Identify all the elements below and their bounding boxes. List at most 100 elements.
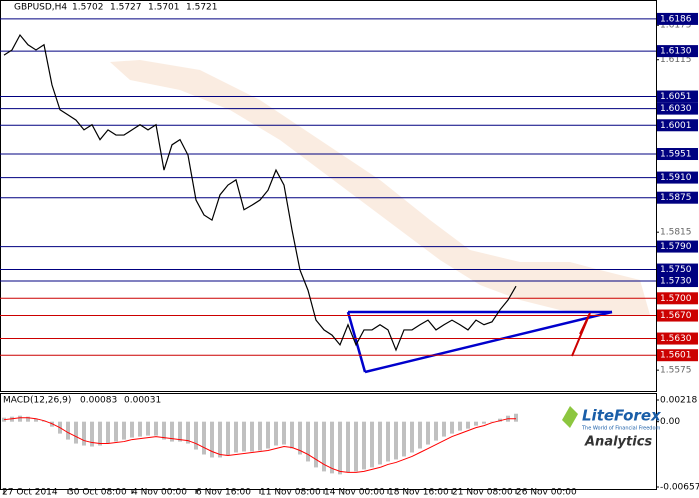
macd-bar bbox=[130, 421, 134, 438]
level-label: 1.5951 bbox=[660, 150, 692, 160]
macd-bar bbox=[514, 413, 518, 422]
x-tick-label: 27 Oct 2014 bbox=[2, 488, 58, 498]
level-label-bg bbox=[657, 12, 698, 25]
macd-bar bbox=[394, 421, 398, 460]
x-tick-label: 4 Nov 00:00 bbox=[132, 488, 187, 498]
price-line bbox=[3, 33, 517, 352]
logo-product: Analytics bbox=[584, 435, 652, 450]
macd-bar bbox=[466, 421, 470, 429]
macd-reading: 0.00031 bbox=[124, 396, 161, 406]
level-label-bg bbox=[657, 119, 698, 132]
macd-bar bbox=[218, 421, 222, 458]
logo-name: LiteForex bbox=[582, 407, 662, 425]
macd-bar bbox=[170, 421, 174, 442]
x-tick-label: 30 Oct 08:00 bbox=[68, 488, 127, 498]
macd-bar bbox=[178, 421, 182, 442]
forecast-arrow bbox=[571, 312, 591, 357]
level-label: 1.5730 bbox=[660, 277, 692, 287]
macd-bar bbox=[346, 421, 350, 473]
logo-icon bbox=[562, 406, 578, 428]
macd-bar bbox=[18, 415, 22, 422]
level-label: 1.5601 bbox=[660, 351, 692, 361]
macd-bar bbox=[98, 421, 102, 446]
macd-bar bbox=[402, 421, 406, 457]
macd-bar bbox=[210, 421, 214, 458]
macd-bar bbox=[186, 421, 190, 444]
y-tick-label: 0.00 bbox=[660, 417, 680, 427]
ohlc-value: 1.5721 bbox=[186, 3, 218, 13]
macd-bar bbox=[490, 421, 494, 423]
level-label-bg bbox=[657, 309, 698, 322]
y-tick-label: 1.6175 bbox=[660, 21, 692, 31]
level-label: 1.5750 bbox=[660, 265, 692, 275]
y-tick-label: 1.5815 bbox=[660, 228, 692, 238]
logo: LiteForex The World of Financial Freedom… bbox=[556, 400, 662, 452]
macd-bar bbox=[34, 418, 38, 422]
macd-bar bbox=[162, 421, 166, 440]
macd-bar bbox=[322, 421, 326, 472]
macd-bar bbox=[290, 421, 294, 449]
level-label-bg bbox=[657, 191, 698, 204]
macd-bar bbox=[482, 421, 486, 424]
macd-bar bbox=[306, 421, 310, 462]
x-tick-label: 21 Nov 08:00 bbox=[452, 488, 513, 498]
level-label: 1.5630 bbox=[660, 334, 692, 344]
level-label: 1.6030 bbox=[660, 104, 692, 114]
macd-bar bbox=[474, 421, 478, 426]
ohlc-value: 1.5702 bbox=[72, 3, 104, 13]
level-label: 1.6130 bbox=[660, 47, 692, 57]
macd-bar bbox=[202, 421, 206, 455]
level-label-bg bbox=[657, 349, 698, 362]
level-label-bg bbox=[657, 148, 698, 161]
level-label: 1.5700 bbox=[660, 294, 692, 304]
macd-bar bbox=[370, 421, 374, 468]
level-label-bg bbox=[657, 45, 698, 58]
ichimoku-cloud bbox=[110, 60, 650, 316]
macd-bar bbox=[442, 421, 446, 437]
macd-bar bbox=[330, 421, 334, 474]
level-label-bg bbox=[657, 90, 698, 103]
triangle-pattern bbox=[346, 310, 613, 374]
macd-bar bbox=[386, 421, 390, 462]
level-label: 1.5790 bbox=[660, 242, 692, 252]
level-label: 1.5910 bbox=[660, 173, 692, 183]
macd-bar bbox=[258, 421, 262, 451]
macd-bar bbox=[418, 421, 422, 449]
macd-bar bbox=[26, 416, 30, 422]
macd-bar bbox=[250, 421, 254, 452]
macd-bar bbox=[458, 421, 462, 431]
macd-bar bbox=[434, 421, 438, 441]
support-line bbox=[364, 310, 613, 374]
x-tick-label: 18 Nov 16:00 bbox=[388, 488, 449, 498]
chart-title: GBPUSD,H4 bbox=[14, 3, 67, 13]
level-label-bg bbox=[657, 275, 698, 288]
signal-line bbox=[3, 417, 516, 473]
macd-bar bbox=[122, 421, 126, 440]
logo-tagline: The World of Financial Freedom bbox=[581, 426, 661, 432]
macd-bar bbox=[314, 421, 318, 468]
macd-bar bbox=[378, 421, 382, 465]
macd-bar bbox=[426, 421, 430, 445]
macd-bar bbox=[90, 421, 94, 447]
level-label-bg bbox=[657, 292, 698, 305]
macd-bar bbox=[338, 421, 342, 475]
macd-bar bbox=[234, 421, 238, 453]
level-label-bg bbox=[657, 263, 698, 276]
level-label: 1.5875 bbox=[660, 193, 692, 203]
macd-title: MACD(12,26,9) bbox=[3, 396, 71, 406]
macd-bar bbox=[66, 421, 70, 440]
ohlc-value: 1.5701 bbox=[148, 3, 180, 13]
level-label: 1.5670 bbox=[660, 311, 692, 321]
x-tick-label: 14 Nov 00:00 bbox=[324, 488, 385, 498]
macd-bar bbox=[282, 421, 286, 445]
y-tick-label: 0.00218 bbox=[660, 396, 697, 406]
ohlc-value: 1.5727 bbox=[110, 3, 142, 13]
x-tick-label: 11 Nov 08:00 bbox=[260, 488, 321, 498]
triangle-edge bbox=[346, 311, 367, 373]
level-label-bg bbox=[657, 240, 698, 253]
macd-bar bbox=[114, 421, 118, 442]
macd-bar bbox=[146, 421, 150, 436]
macd-bar bbox=[154, 421, 158, 436]
level-label-bg bbox=[657, 102, 698, 115]
